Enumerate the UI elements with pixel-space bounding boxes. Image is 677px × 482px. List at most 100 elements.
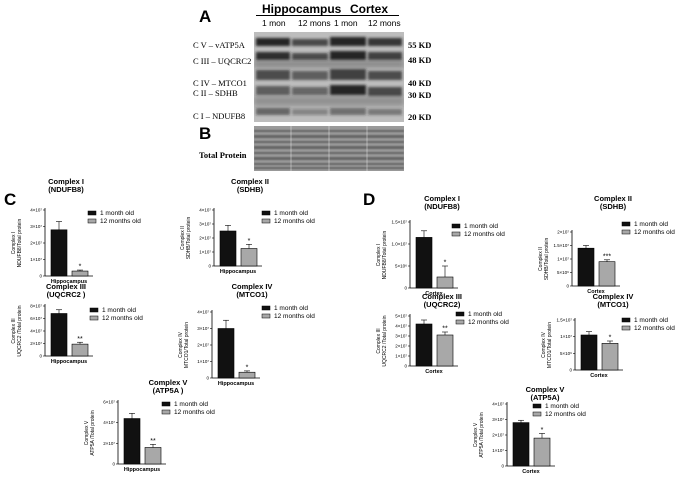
significance-marker: * xyxy=(79,264,82,271)
bar xyxy=(577,247,595,287)
chart-title: Complex IV xyxy=(593,292,634,301)
kd-label: 30 KD xyxy=(408,90,432,100)
y-tick-label: 0 xyxy=(208,264,211,269)
y-tick-label: 5×10⁶ xyxy=(560,351,572,356)
chart-title: (UQCRC2) xyxy=(424,300,461,309)
chart-title: Complex III xyxy=(422,292,462,301)
y-axis-label: SDHB/Total protein xyxy=(544,238,550,281)
y-axis-label: Complex III xyxy=(11,318,17,343)
y-axis-label: Complex IV xyxy=(178,331,184,358)
y-tick-label: 6×10⁷ xyxy=(30,316,42,321)
legend-swatch xyxy=(261,313,271,319)
legend-swatch xyxy=(89,315,99,321)
kd-label: 55 KD xyxy=(408,40,432,50)
blot-age-label: 12 mons xyxy=(368,18,401,28)
legend-swatch xyxy=(87,218,97,224)
y-tick-label: 3×10⁷ xyxy=(30,224,42,229)
y-tick-label: 0 xyxy=(112,462,115,467)
y-tick-label: 4×10⁷ xyxy=(492,402,504,407)
blot-age-label: 12 mons xyxy=(298,18,331,28)
bar xyxy=(580,334,598,371)
y-axis-label: Complex V xyxy=(84,420,90,445)
bar xyxy=(217,328,235,379)
chart-title: Complex I xyxy=(424,194,460,203)
y-axis-label: Complex III xyxy=(376,328,382,353)
y-tick-label: 2×10⁷ xyxy=(557,230,569,235)
legend-swatch xyxy=(161,409,171,415)
y-tick-label: 2×10⁷ xyxy=(30,341,42,346)
y-axis-label: Complex IV xyxy=(541,331,547,358)
y-axis-label: Complex II xyxy=(538,247,544,271)
bar xyxy=(415,323,433,367)
bar xyxy=(512,422,530,467)
y-axis-label: UQCRC2 /Total protein xyxy=(382,315,388,366)
legend-swatch xyxy=(451,231,461,237)
bar xyxy=(436,334,454,367)
y-tick-label: 2×10⁷ xyxy=(197,343,209,348)
y-tick-label: 0 xyxy=(404,286,407,291)
panel-letter-d: D xyxy=(363,190,376,209)
chart-title: Complex V xyxy=(526,385,565,394)
legend-label: 1 month old xyxy=(100,210,134,217)
legend-label: 1 month old xyxy=(102,307,136,314)
legend-label: 1 month old xyxy=(468,311,502,318)
bar xyxy=(71,270,89,277)
legend-label: 12 months old xyxy=(102,315,143,322)
panel-letter-b: B xyxy=(199,124,212,143)
legend-swatch xyxy=(261,210,271,216)
y-tick-label: 2×10⁷ xyxy=(30,241,42,246)
chart-title: Complex IV xyxy=(232,282,273,291)
y-tick-label: 0 xyxy=(39,274,42,279)
bar xyxy=(219,230,237,267)
y-tick-label: 0 xyxy=(566,284,569,289)
significance-marker: * xyxy=(248,238,251,245)
y-tick-label: 0 xyxy=(206,376,209,381)
x-axis-label: Cortex xyxy=(522,469,540,475)
legend-swatch xyxy=(451,223,461,229)
y-tick-label: 1×10⁷ xyxy=(30,257,42,262)
y-tick-label: 1×10⁷ xyxy=(492,448,504,453)
y-tick-label: 0 xyxy=(404,364,407,369)
blot-group-hippocampus: Hippocampus xyxy=(262,2,342,16)
band-label: C II – SDHB xyxy=(193,88,238,98)
panel-letter-a: A xyxy=(199,7,212,26)
legend-label: 1 month old xyxy=(274,305,308,312)
significance-marker: * xyxy=(609,335,612,342)
significance-marker: *** xyxy=(603,253,611,260)
y-tick-label: 3×10⁷ xyxy=(197,326,209,331)
y-tick-label: 4×10⁷ xyxy=(197,310,209,315)
legend-swatch xyxy=(621,229,631,235)
y-tick-label: 6×10⁷ xyxy=(103,400,115,405)
chart-title: Complex V xyxy=(149,378,188,387)
legend-swatch xyxy=(261,305,271,311)
blot-age-label: 1 mon xyxy=(334,18,358,28)
legend-label: 12 months old xyxy=(545,411,586,418)
significance-marker: * xyxy=(246,364,249,371)
y-tick-label: 2×10⁷ xyxy=(199,236,211,241)
chart-title: Complex III xyxy=(46,282,86,291)
total-protein-blot-image xyxy=(254,126,404,171)
y-tick-label: 3×10⁷ xyxy=(395,334,407,339)
western-blot-image xyxy=(254,32,404,122)
y-axis-label: Complex V xyxy=(473,422,479,447)
y-axis-label: SDHB/Total protein xyxy=(186,217,192,260)
bar xyxy=(415,237,433,289)
bar xyxy=(238,371,256,379)
bar xyxy=(123,418,141,465)
y-tick-label: 5×10⁷ xyxy=(395,314,407,319)
legend-swatch xyxy=(455,319,465,325)
y-axis-label: ATP5A /Total protein xyxy=(479,412,485,457)
x-axis-label: Hippocampus xyxy=(220,269,256,275)
legend-label: 12 months old xyxy=(274,313,315,320)
legend-label: 1 month old xyxy=(634,221,668,228)
y-axis-label: ATP5A /Total protein xyxy=(90,410,96,455)
x-axis-label: Cortex xyxy=(425,291,443,297)
legend-swatch xyxy=(621,317,631,323)
y-axis-label: Complex I xyxy=(11,232,17,255)
y-axis-label: UQCRC2 /Total protein xyxy=(17,305,23,356)
legend-swatch xyxy=(161,401,171,407)
y-axis-label: Complex II xyxy=(180,226,186,250)
y-tick-label: 5×10⁶ xyxy=(557,270,569,275)
y-tick-label: 0 xyxy=(501,464,504,469)
